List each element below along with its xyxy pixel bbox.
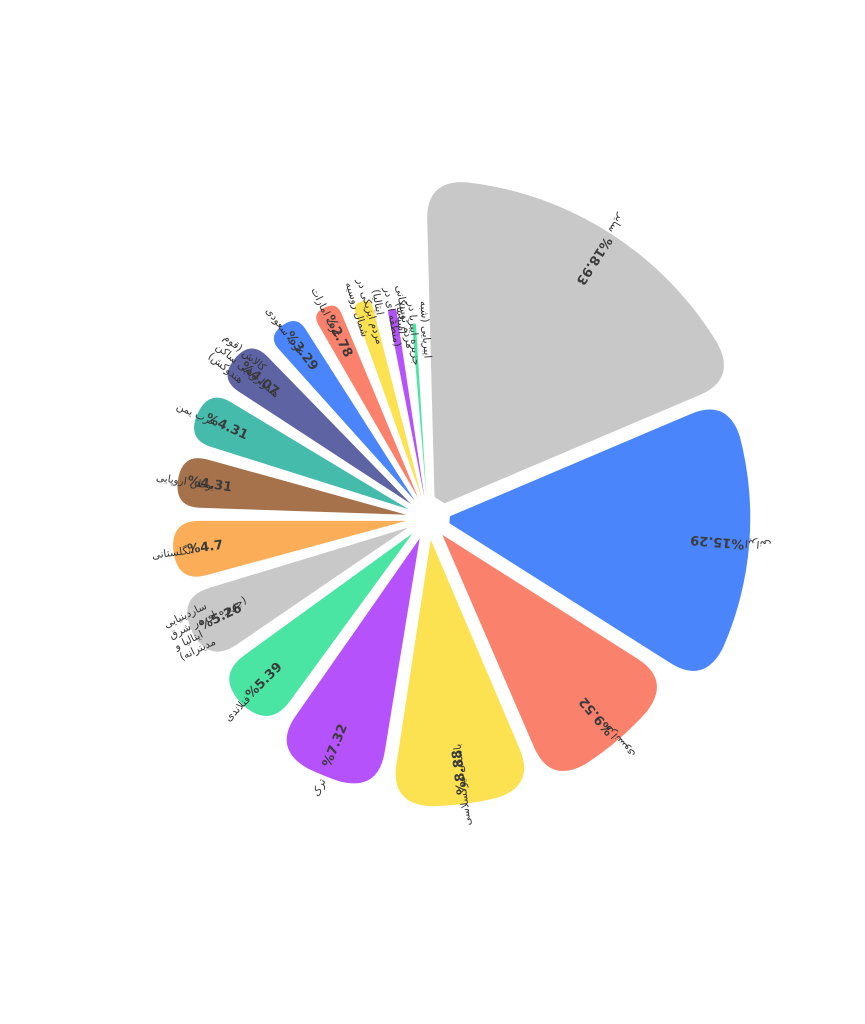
pie-slice xyxy=(229,533,413,717)
pie-slice xyxy=(286,538,420,784)
slice-percentage-label: %4.7 xyxy=(186,538,224,558)
pie-slice xyxy=(395,539,525,807)
pie-slice xyxy=(187,527,409,652)
pie-slice xyxy=(442,534,657,772)
pie-slice xyxy=(273,320,415,501)
pie-slice xyxy=(173,520,407,577)
pie-slices xyxy=(173,182,751,807)
slice-category-label: سایر xyxy=(606,211,628,236)
pie-slice xyxy=(316,305,419,499)
pie-slice xyxy=(427,182,724,504)
slice-percentage-label: %15.29 xyxy=(690,532,745,551)
slice-category-label: ترک xyxy=(310,777,328,798)
pie-slice xyxy=(354,300,422,497)
slice-category-label: ایبریایی (شبهجزیره ایبریا دراسپانیا) xyxy=(393,299,434,366)
pie-slice xyxy=(412,323,427,497)
slice-category-label: ایرانی xyxy=(745,537,772,551)
slice-percentage-label: %4.31 xyxy=(186,474,233,496)
slice-percentage-label: %8.88 xyxy=(450,749,471,796)
slice-category-label: انگلستانی xyxy=(151,543,195,562)
pie-slice xyxy=(388,308,425,497)
pie-slice xyxy=(449,409,751,671)
pie-slice xyxy=(194,397,408,509)
pie-slice xyxy=(227,348,411,504)
pie-slice xyxy=(177,458,407,515)
